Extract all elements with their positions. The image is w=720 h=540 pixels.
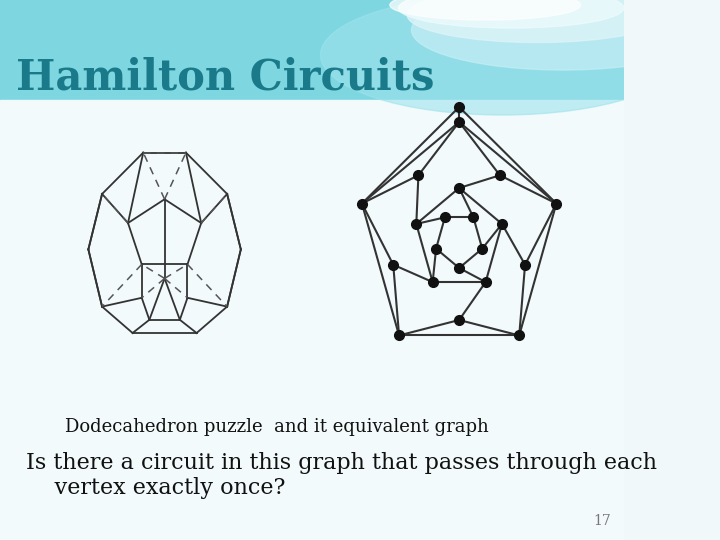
- Text: Is there a circuit in this graph that passes through each
    vertex exactly onc: Is there a circuit in this graph that pa…: [26, 452, 657, 500]
- Ellipse shape: [408, 0, 667, 43]
- Text: Hamilton Circuits: Hamilton Circuits: [16, 57, 434, 99]
- Ellipse shape: [390, 0, 580, 20]
- Ellipse shape: [320, 0, 685, 115]
- Text: Dodecahedron puzzle  and it equivalent graph: Dodecahedron puzzle and it equivalent gr…: [65, 418, 489, 436]
- Ellipse shape: [412, 0, 715, 70]
- Text: 17: 17: [593, 514, 611, 528]
- Bar: [0, 0, 624, 105]
- Ellipse shape: [398, 0, 624, 28]
- Bar: [0, 100, 624, 540]
